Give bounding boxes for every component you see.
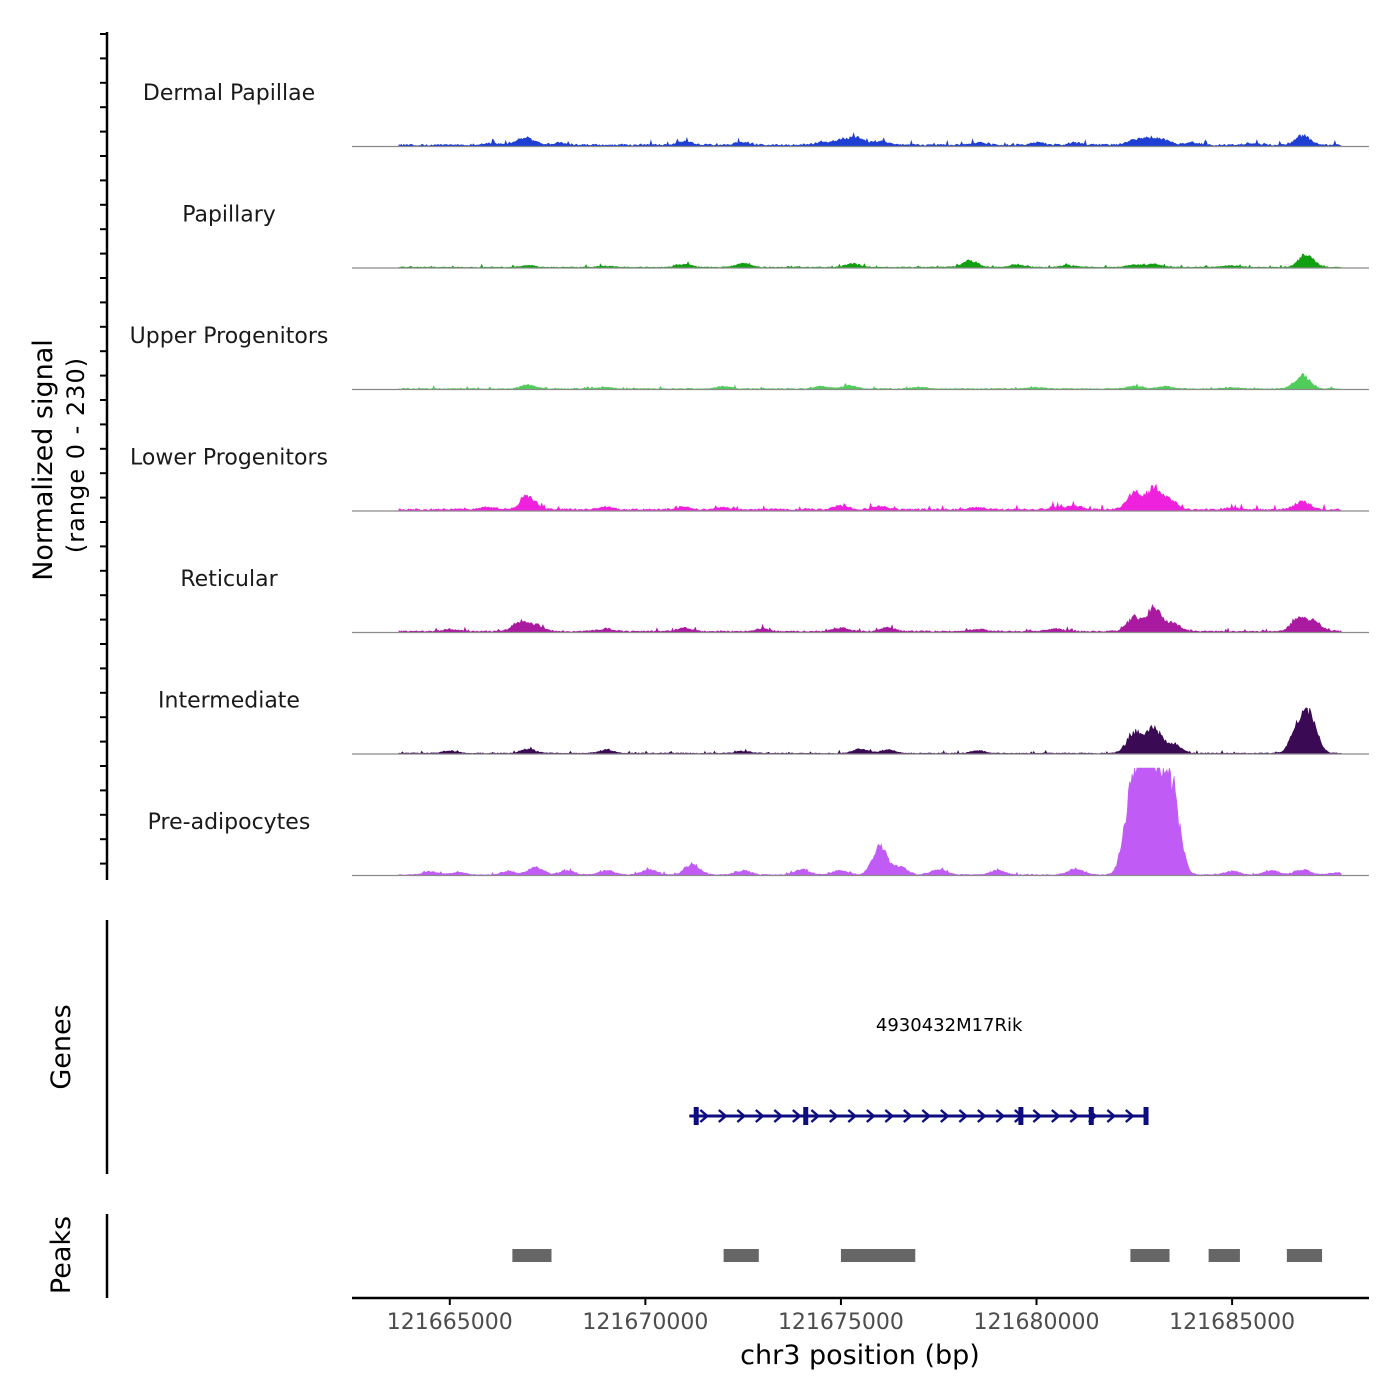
coverage-y-ticks <box>100 33 107 865</box>
peak-track <box>512 1249 1323 1262</box>
peaks-track-label: Peaks <box>46 1216 77 1294</box>
exon <box>803 1107 809 1125</box>
peak-region <box>1286 1249 1323 1262</box>
peak-region <box>1208 1249 1240 1262</box>
strand-arrow <box>1069 1109 1080 1123</box>
strand-arrow <box>884 1109 895 1123</box>
strand-arrow <box>829 1109 839 1123</box>
coverage-area <box>398 132 1343 147</box>
strand-arrow <box>1106 1109 1117 1123</box>
x-tick-label: 121680000 <box>974 1310 1100 1335</box>
exon <box>1088 1107 1094 1125</box>
coverage-track: Pre-adipocytes <box>148 767 1369 877</box>
coverage-track: Papillary <box>182 203 1369 269</box>
coverage-area <box>398 767 1343 876</box>
strand-arrow <box>958 1109 969 1123</box>
peak-region <box>512 1249 552 1262</box>
x-tick-label: 121685000 <box>1169 1310 1295 1335</box>
strand-arrow <box>977 1109 987 1123</box>
strand-arrow <box>792 1109 802 1123</box>
strand-arrow <box>810 1109 821 1123</box>
peak-region <box>1130 1249 1170 1262</box>
coverage-track: Dermal Papillae <box>143 81 1369 148</box>
x-tick-label: 121670000 <box>582 1310 708 1335</box>
track-label: Dermal Papillae <box>143 81 315 106</box>
strand-arrow <box>1125 1109 1135 1123</box>
track-label: Upper Progenitors <box>130 324 329 349</box>
coverage-area <box>398 483 1343 512</box>
coverage-tracks: Dermal Papillae Papillary Upper Progenitor… <box>130 81 1369 877</box>
coverage-track: Upper Progenitors <box>130 324 1369 391</box>
track-label: Intermediate <box>158 689 300 714</box>
track-label: Reticular <box>180 567 278 592</box>
track-label: Lower Progenitors <box>130 446 328 471</box>
track-label: Pre-adipocytes <box>148 810 311 835</box>
x-axis-ticks: 121665000 121670000 121675000 121680000 1216… <box>387 1298 1295 1335</box>
strand-arrow <box>718 1109 728 1123</box>
y-axis-label-line2: (range 0 - 230) <box>62 357 90 553</box>
coverage-area <box>398 707 1343 755</box>
exon <box>1143 1107 1149 1125</box>
coverage-area <box>398 604 1343 633</box>
strand-arrow <box>736 1109 747 1123</box>
gene-track: 4930432M17Rik <box>689 1015 1149 1125</box>
peak-region <box>723 1249 759 1262</box>
coverage-track: Intermediate <box>158 689 1369 755</box>
strand-arrow <box>903 1109 913 1123</box>
coverage-area <box>398 372 1343 390</box>
strand-arrow <box>1032 1109 1043 1123</box>
exon <box>1018 1107 1024 1125</box>
strand-arrow <box>773 1109 784 1123</box>
strand-arrow <box>940 1109 950 1123</box>
x-tick-label: 121675000 <box>778 1310 904 1335</box>
strand-arrow <box>995 1109 1006 1123</box>
exon <box>693 1107 699 1125</box>
strand-arrow <box>1051 1109 1061 1123</box>
x-tick-label: 121665000 <box>387 1310 513 1335</box>
coverage-track: Reticular <box>180 567 1369 634</box>
track-label: Papillary <box>182 203 276 228</box>
coverage-area <box>398 253 1343 269</box>
strand-arrow <box>847 1109 858 1123</box>
coverage-track: Lower Progenitors <box>130 446 1369 512</box>
x-axis-label: chr3 position (bp) <box>740 1340 980 1371</box>
y-axis-label-line1: Normalized signal <box>28 339 59 581</box>
gene-name-label: 4930432M17Rik <box>876 1015 1023 1036</box>
strand-arrow <box>866 1109 876 1123</box>
strand-arrow <box>699 1109 710 1123</box>
peak-region <box>840 1249 916 1262</box>
strand-arrow <box>755 1109 765 1123</box>
strand-arrow <box>921 1109 932 1123</box>
genes-track-label: Genes <box>46 1004 77 1089</box>
